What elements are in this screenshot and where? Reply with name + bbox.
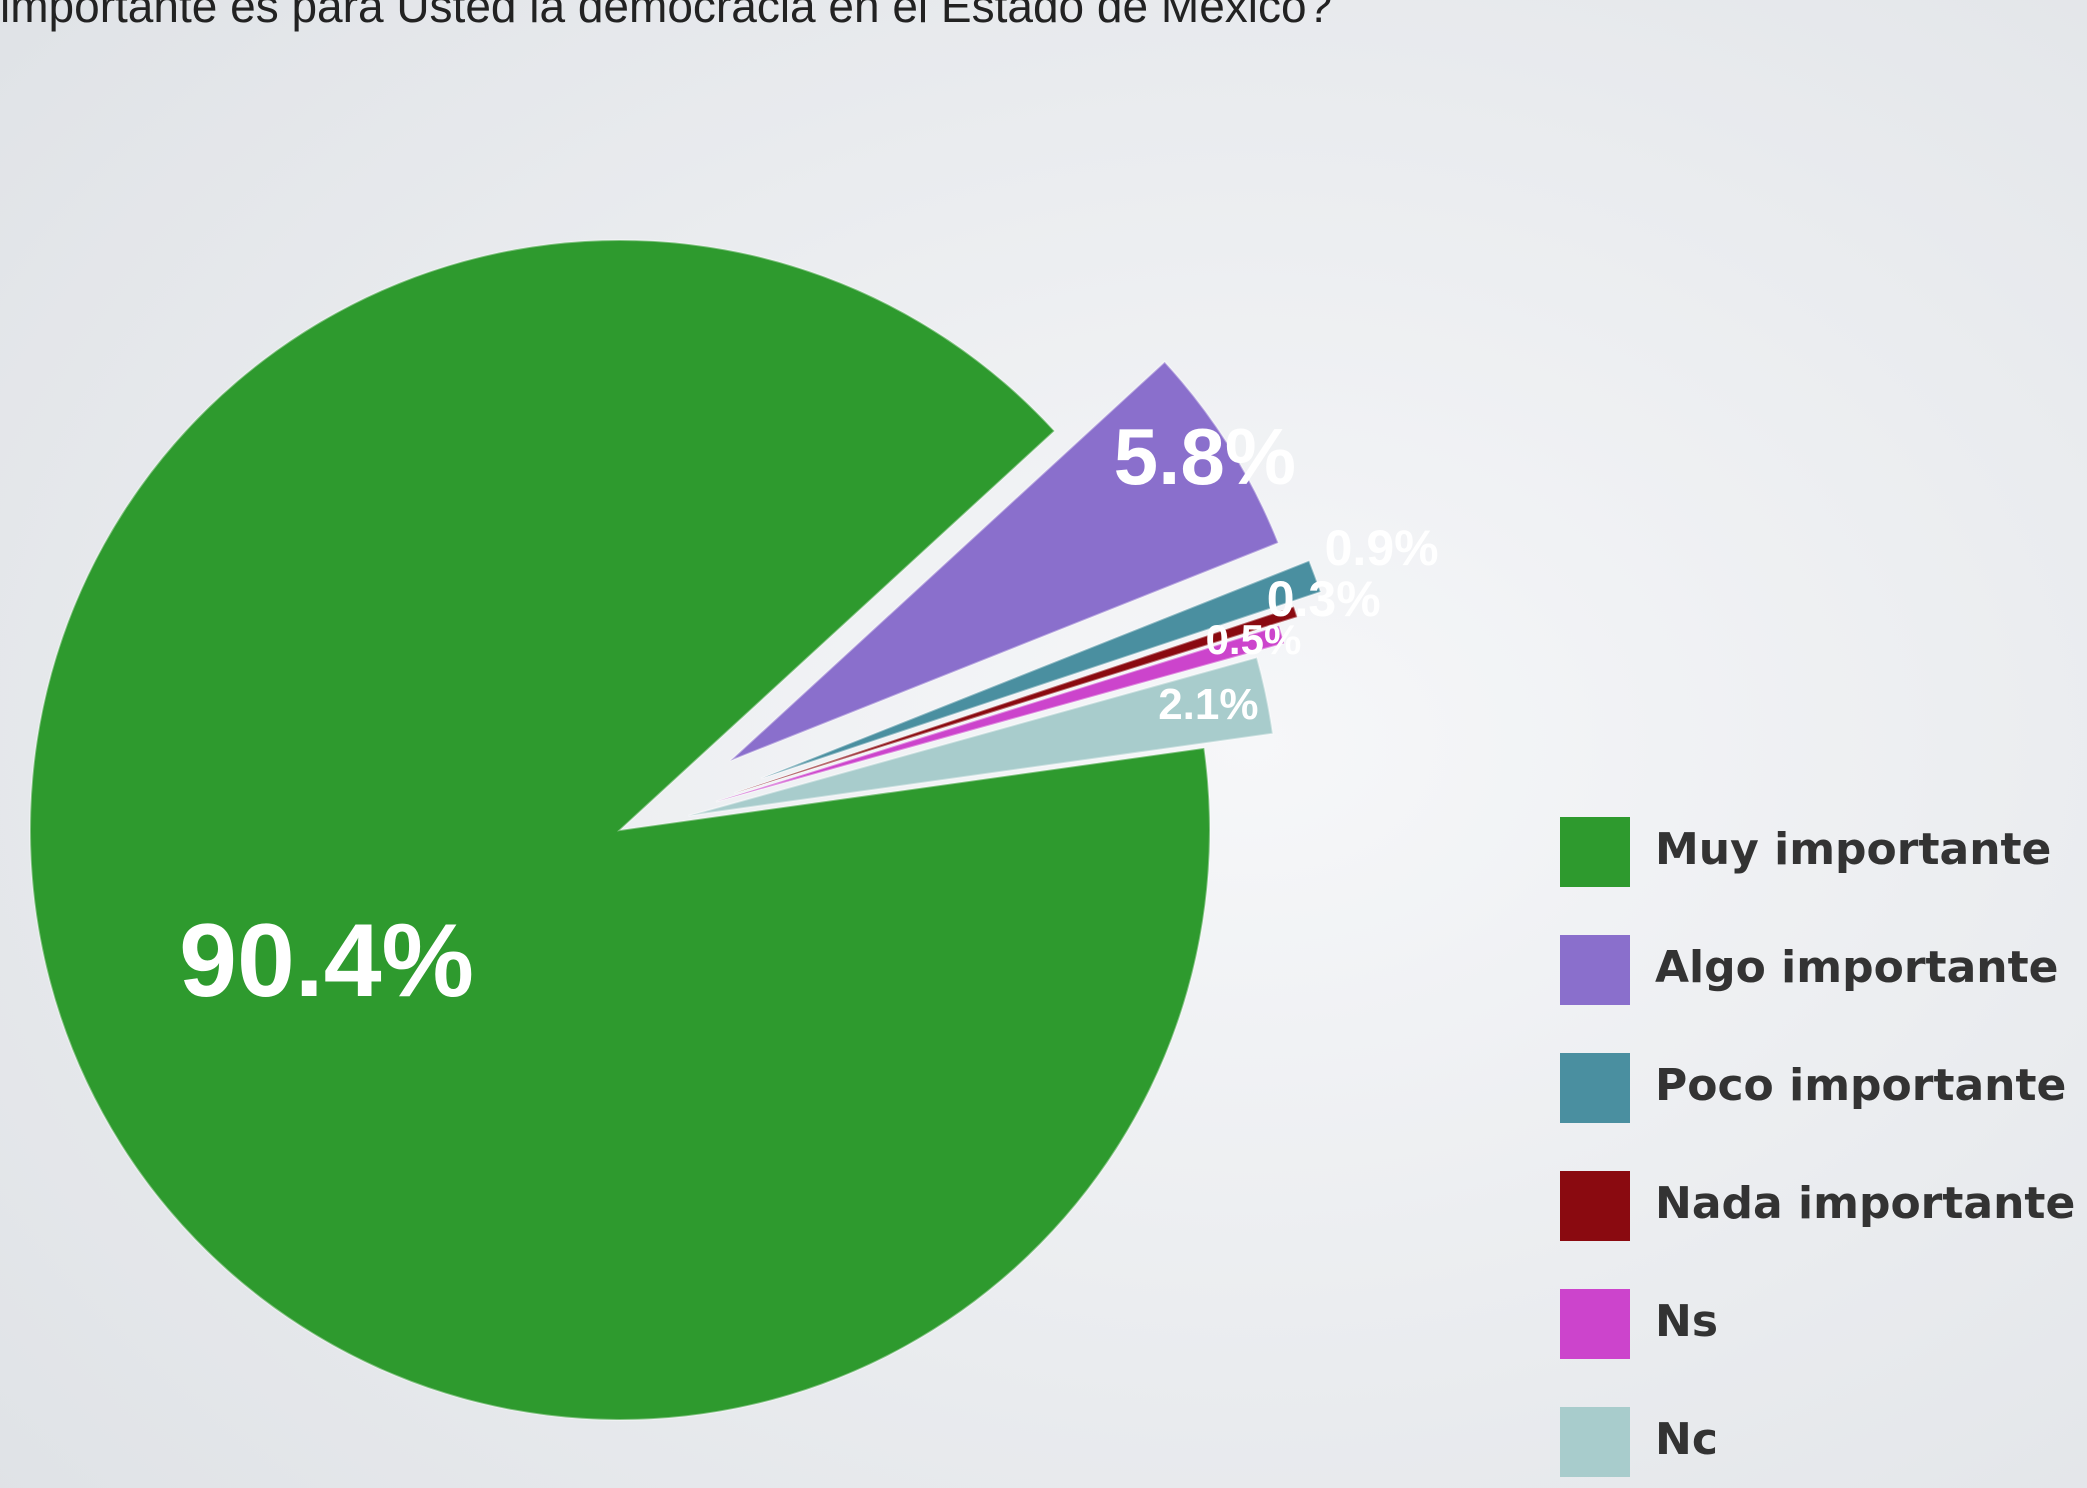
legend-swatch — [1560, 1289, 1630, 1359]
pie-slice — [733, 605, 1299, 795]
pie-slice — [729, 360, 1280, 762]
pie-slice — [760, 559, 1322, 780]
legend-label: Nada importante — [1655, 1178, 2075, 1229]
legend-label: Ns — [1655, 1296, 1718, 1347]
pie-slice — [715, 624, 1286, 803]
data-label: 90.4% — [179, 903, 474, 1019]
data-label: 0.3% — [1267, 571, 1381, 627]
data-label: 2.1% — [1158, 680, 1258, 729]
chart-title: importante es para Usted la democracia e… — [0, 0, 1332, 32]
data-label: 0.5% — [1206, 616, 1302, 663]
legend-swatch — [1560, 1171, 1630, 1241]
data-label: 0.9% — [1325, 520, 1439, 576]
legend-swatch — [1560, 1407, 1630, 1477]
data-label: 5.8% — [1114, 412, 1296, 501]
legend-swatch — [1560, 817, 1630, 887]
legend-swatch — [1560, 935, 1630, 1005]
legend-swatch — [1560, 1053, 1630, 1123]
pie-slice — [29, 239, 1211, 1421]
legend-label: Algo importante — [1655, 942, 2058, 993]
legend-label: Muy importante — [1655, 824, 2051, 875]
legend-label: Nc — [1655, 1414, 1718, 1465]
legend-label: Poco importante — [1655, 1060, 2066, 1111]
pie-slice — [688, 656, 1274, 817]
